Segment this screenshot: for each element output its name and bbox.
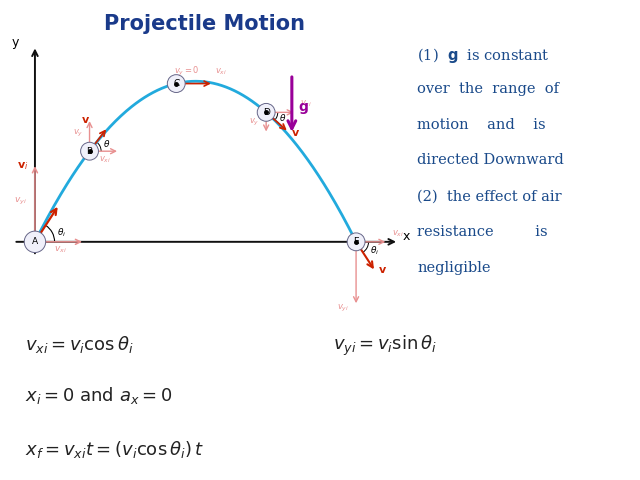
Text: $\mathbf{v}$: $\mathbf{v}$: [378, 265, 387, 275]
Circle shape: [81, 142, 99, 160]
Text: $v_{yi} = v_i \sin\theta_i$: $v_{yi} = v_i \sin\theta_i$: [333, 334, 436, 359]
Text: directed Downward: directed Downward: [417, 154, 564, 168]
Text: C: C: [173, 79, 179, 88]
Circle shape: [24, 231, 45, 252]
Text: resistance         is: resistance is: [417, 225, 548, 239]
Text: $v_{xi}$: $v_{xi}$: [215, 67, 227, 77]
Text: $v_{yi}$: $v_{yi}$: [13, 196, 26, 207]
Text: E: E: [353, 237, 359, 246]
Text: $\theta_i$: $\theta_i$: [57, 227, 67, 239]
Text: A: A: [32, 237, 38, 246]
Text: $x_i = 0\ \mathrm{and}\ a_x = 0$: $x_i = 0\ \mathrm{and}\ a_x = 0$: [25, 385, 173, 406]
Text: $v_{xi}$: $v_{xi}$: [54, 245, 67, 255]
Text: $\theta$: $\theta$: [280, 112, 287, 123]
Text: $v_y$: $v_y$: [250, 117, 260, 128]
Text: $v_{xi}$: $v_{xi}$: [99, 154, 111, 165]
Text: (2)  the effect of air: (2) the effect of air: [417, 189, 562, 203]
Text: D: D: [263, 108, 269, 117]
Text: $x_f = v_{xi}t = (v_i \cos\theta_i)\,t$: $x_f = v_{xi}t = (v_i \cos\theta_i)\,t$: [25, 439, 204, 460]
Text: over  the  range  of: over the range of: [417, 82, 559, 96]
Text: $v_{xi} = v_i \cos\theta_i$: $v_{xi} = v_i \cos\theta_i$: [25, 334, 134, 355]
Text: $\mathbf{v}_i$: $\mathbf{v}_i$: [17, 161, 28, 172]
Text: Projectile Motion: Projectile Motion: [104, 14, 305, 35]
Text: motion    and    is: motion and is: [417, 118, 546, 132]
Circle shape: [347, 233, 365, 251]
Text: $\theta$: $\theta$: [103, 138, 111, 149]
Circle shape: [167, 75, 185, 93]
Text: x: x: [403, 230, 410, 243]
Text: $\mathbf{g}$: $\mathbf{g}$: [298, 100, 309, 116]
Text: y: y: [12, 36, 19, 49]
Text: $v_{xi}$: $v_{xi}$: [300, 99, 312, 109]
Text: B: B: [86, 147, 93, 156]
Text: $\theta_i$: $\theta_i$: [370, 244, 379, 257]
Text: $\mathbf{v}$: $\mathbf{v}$: [81, 116, 90, 125]
Text: negligible: negligible: [417, 261, 491, 275]
Text: $v_{xi}$: $v_{xi}$: [392, 228, 404, 239]
Text: $v_y$: $v_y$: [73, 128, 83, 139]
Text: $v_y=0$: $v_y=0$: [175, 65, 200, 78]
Text: (1)  $\mathbf{g}$  is constant: (1) $\mathbf{g}$ is constant: [417, 46, 550, 65]
Text: $v_{yi}$: $v_{yi}$: [337, 303, 349, 314]
Circle shape: [257, 103, 275, 121]
Text: $\mathbf{v}$: $\mathbf{v}$: [291, 128, 300, 138]
